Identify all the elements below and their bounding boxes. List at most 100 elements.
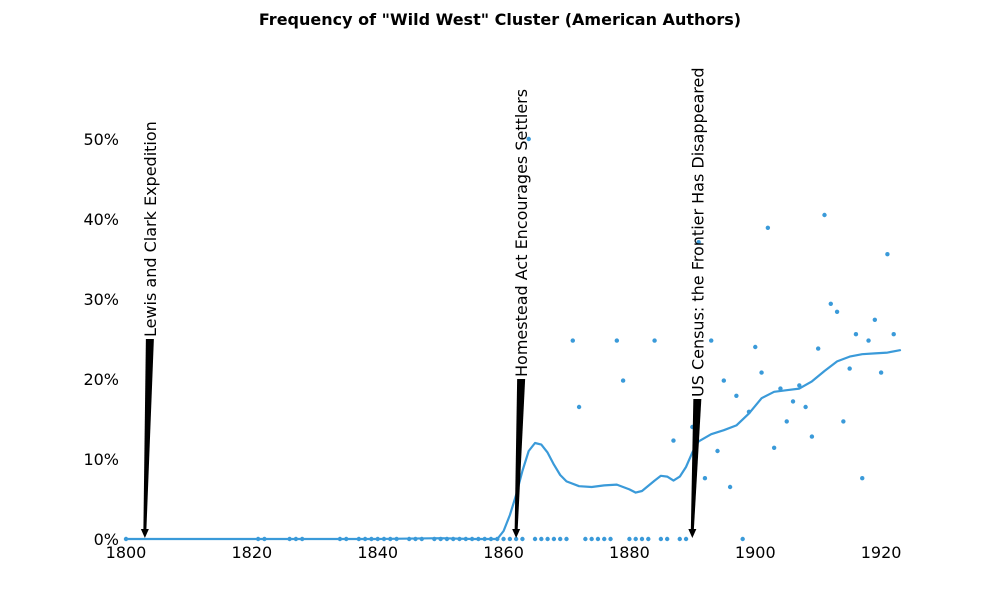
data-point (532, 536, 538, 542)
data-point (545, 536, 550, 542)
data-point (419, 536, 424, 542)
data-point (413, 536, 418, 542)
data-point (614, 338, 620, 343)
data-point (652, 338, 657, 343)
data-point (451, 536, 456, 542)
data-point (501, 536, 506, 542)
data-point (476, 536, 481, 542)
data-point (608, 536, 613, 542)
data-point (853, 332, 859, 337)
data-point (727, 484, 733, 490)
data-point (388, 536, 393, 542)
data-point (790, 399, 796, 404)
annotation-arrow-shaft (690, 399, 702, 530)
data-point (671, 438, 676, 443)
annotation-arrow-head (140, 529, 149, 538)
data-point (488, 536, 494, 542)
x-tick-label: 1800 (106, 543, 147, 562)
data-point (406, 536, 412, 542)
x-tick-label: 1820 (231, 543, 272, 562)
data-point (702, 476, 708, 481)
data-point (885, 252, 890, 257)
data-point (715, 448, 720, 454)
annotation-arrow-shaft (514, 379, 526, 530)
data-point (860, 476, 865, 481)
data-point (872, 317, 878, 322)
axis-layer: 1800 1820 1840 1860 1880 1900 1920 0% 10% 20% 30% 4… (83, 130, 901, 562)
annotation-arrow-head (512, 529, 521, 538)
y-tick-label: 50% (83, 130, 119, 149)
data-point (520, 536, 525, 542)
data-point (564, 536, 569, 542)
data-point (784, 419, 789, 424)
y-tick-label: 10% (83, 450, 119, 469)
data-point (658, 536, 664, 542)
data-point (576, 404, 582, 410)
data-point (664, 536, 670, 542)
data-point (866, 338, 871, 343)
data-point (507, 536, 513, 542)
y-tick-label: 40% (83, 210, 119, 229)
data-point (570, 338, 575, 343)
data-point (255, 536, 261, 542)
data-point (721, 378, 727, 383)
data-point (375, 536, 380, 542)
data-point (815, 346, 821, 351)
data-point (551, 536, 557, 542)
annotation-layer: Lewis and Clark Expedition Homestead Act … (140, 67, 707, 538)
data-point (878, 370, 884, 375)
data-point (828, 301, 833, 306)
data-point (734, 393, 739, 398)
data-point (583, 536, 588, 542)
data-point (495, 536, 500, 542)
x-tick-label: 1920 (861, 543, 902, 562)
data-point (356, 536, 362, 542)
data-point (287, 536, 292, 542)
data-point (646, 536, 651, 542)
data-point (595, 536, 601, 542)
data-point (778, 386, 783, 391)
data-point (344, 536, 349, 542)
data-point (677, 536, 682, 542)
x-tick-label: 1880 (609, 543, 650, 562)
data-point (633, 536, 638, 542)
data-point (469, 536, 475, 542)
data-point (482, 536, 487, 542)
data-point (299, 536, 305, 542)
data-point (639, 536, 645, 542)
x-tick-label: 1900 (735, 543, 776, 562)
data-point (539, 536, 544, 542)
data-point (620, 378, 626, 383)
data-point (394, 536, 399, 542)
annotation-label: Homestead Act Encourages Settlers (512, 89, 531, 377)
y-tick-label: 20% (83, 370, 119, 389)
data-point (438, 536, 443, 542)
data-point (513, 536, 519, 542)
data-point (444, 536, 450, 542)
data-point (696, 240, 701, 245)
annotation-arrow-head (688, 529, 697, 538)
data-point (589, 536, 594, 542)
data-point (526, 136, 531, 142)
data-point (809, 434, 815, 439)
annotation-label: Lewis and Clark Expedition (141, 121, 160, 337)
annotation-label: US Census: the Frontier Has Disappeared (688, 67, 707, 397)
data-point (803, 404, 808, 410)
x-tick-label: 1860 (483, 543, 524, 562)
data-point (746, 409, 752, 414)
data-point (683, 536, 689, 542)
data-point (753, 344, 758, 350)
data-point (337, 536, 343, 542)
data-point (765, 225, 771, 230)
data-point (759, 370, 764, 375)
trend-line (124, 349, 902, 541)
data-point (362, 536, 368, 542)
data-point (463, 536, 469, 542)
data-point (293, 536, 299, 542)
data-point (841, 419, 846, 424)
data-point (457, 536, 462, 542)
data-point (432, 536, 437, 542)
trend-layer (124, 349, 902, 541)
data-point (602, 536, 607, 542)
